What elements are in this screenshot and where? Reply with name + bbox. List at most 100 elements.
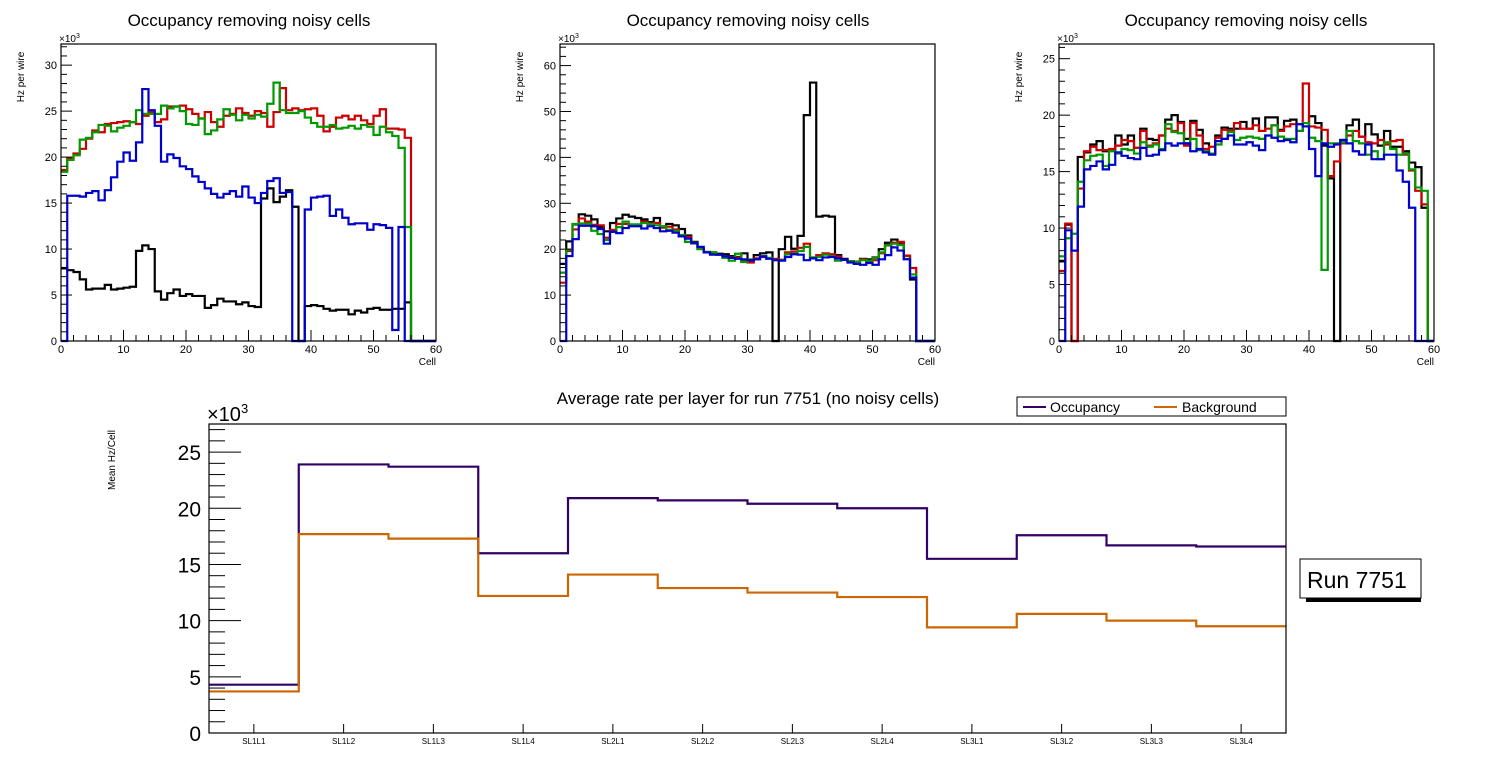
y-tick-label: 15 <box>178 554 201 577</box>
histogram-panel-2: Occupancy removing noisy cells Hz per wir… <box>515 11 941 368</box>
y-tick-label: 10 <box>178 611 201 634</box>
y-tick-label: 30 <box>45 60 57 72</box>
multiplier-exponent: 3 <box>1074 33 1078 40</box>
plot-frame <box>559 43 936 342</box>
histogram-series-layer-red <box>560 217 935 343</box>
y-tick-label: 40 <box>544 152 556 164</box>
histogram-series-layer-black <box>1059 114 1434 343</box>
y-tick-label: 25 <box>45 106 57 118</box>
x-tick-label: 30 <box>1240 344 1252 356</box>
legend-label-background: Background <box>1182 399 1257 415</box>
multiplier-base: ×10 <box>59 34 76 45</box>
chart-title: Occupancy removing noisy cells <box>128 11 371 30</box>
x-tick-label: 30 <box>741 344 753 356</box>
x-axis-title: Cell <box>918 357 935 368</box>
series-background <box>209 533 1286 693</box>
histogram-series-layer-black <box>61 187 436 343</box>
x-category-label: SL3L2 <box>1050 737 1074 746</box>
y-tick-label: 50 <box>544 106 556 118</box>
y-axis-title: Hz per wire <box>1014 51 1025 102</box>
histogram-panel-1: Occupancy removing noisy cells Hz per wir… <box>16 11 442 368</box>
y-multiplier-label: ×103 <box>207 401 248 426</box>
x-tick-label: 60 <box>430 344 442 356</box>
y-tick-label: 10 <box>45 244 57 256</box>
histogram-series-layer-blue <box>560 224 935 343</box>
y-multiplier-label: ×103 <box>558 33 579 45</box>
x-category-label: SL2L2 <box>691 737 715 746</box>
x-tick-label: 0 <box>58 344 64 356</box>
x-category-label: SL1L3 <box>422 737 446 746</box>
y-tick-label: 5 <box>189 667 201 690</box>
plot-frame <box>208 423 1287 734</box>
y-tick-label: 20 <box>178 498 201 521</box>
multiplier-exponent: 3 <box>76 33 80 40</box>
multiplier-base: ×10 <box>207 404 241 426</box>
run-box-frame <box>1299 558 1422 599</box>
series-occupancy <box>209 463 1286 686</box>
histogram-series-layer-red <box>1059 82 1434 343</box>
x-category-label: SL3L1 <box>960 737 984 746</box>
histogram-series-layer-green <box>560 220 935 343</box>
multiplier-exponent: 3 <box>241 401 248 416</box>
run-box-text: Run 7751 <box>1307 567 1407 593</box>
y-tick-label: 10 <box>544 290 556 302</box>
y-tick-label: 0 <box>1049 336 1055 348</box>
layer-rate-chart: Average rate per layer for run 7751 (no … <box>107 389 1422 746</box>
y-tick-label: 20 <box>544 244 556 256</box>
y-tick-label: 0 <box>550 336 556 348</box>
x-tick-label: 0 <box>557 344 563 356</box>
x-tick-label: 60 <box>929 344 941 356</box>
multiplier-exponent: 3 <box>575 33 579 40</box>
histogram-series-layer-blue <box>1059 123 1434 343</box>
y-tick-label: 20 <box>1043 110 1055 122</box>
y-multiplier-label: ×103 <box>1057 33 1078 45</box>
x-category-label: SL3L4 <box>1230 737 1254 746</box>
plot-frame <box>1058 43 1435 342</box>
x-tick-label: 40 <box>1303 344 1315 356</box>
x-tick-label: 50 <box>367 344 379 356</box>
y-tick-label: 0 <box>51 336 57 348</box>
y-tick-label: 30 <box>544 198 556 210</box>
y-tick-label: 20 <box>45 152 57 164</box>
y-axis-title: Mean Hz/Cell <box>107 430 118 490</box>
chart-title: Occupancy removing noisy cells <box>1125 11 1368 30</box>
x-tick-label: 0 <box>1056 344 1062 356</box>
x-tick-label: 40 <box>804 344 816 356</box>
y-tick-label: 0 <box>189 723 201 746</box>
x-tick-label: 20 <box>180 344 192 356</box>
y-tick-label: 15 <box>1043 167 1055 179</box>
multiplier-base: ×10 <box>1057 34 1074 45</box>
y-tick-label: 15 <box>45 198 57 210</box>
x-tick-label: 20 <box>1178 344 1190 356</box>
x-tick-label: 50 <box>1365 344 1377 356</box>
x-category-label: SL2L3 <box>781 737 805 746</box>
y-tick-label: 25 <box>178 442 201 465</box>
x-category-label: SL1L4 <box>512 737 536 746</box>
x-tick-label: 10 <box>117 344 129 356</box>
x-category-label: SL2L1 <box>601 737 625 746</box>
y-axis-title: Hz per wire <box>515 51 526 102</box>
x-tick-label: 30 <box>242 344 254 356</box>
y-multiplier-label: ×103 <box>59 33 80 45</box>
y-axis-title: Hz per wire <box>16 51 27 102</box>
x-tick-label: 60 <box>1428 344 1440 356</box>
histogram-series-layer-green <box>61 81 436 343</box>
x-axis-title: Cell <box>419 357 436 368</box>
chart-title: Occupancy removing noisy cells <box>627 11 870 30</box>
x-category-label: SL3L3 <box>1140 737 1164 746</box>
x-tick-label: 10 <box>616 344 628 356</box>
histogram-series-layer-red <box>61 87 436 343</box>
y-tick-label: 5 <box>51 290 57 302</box>
histogram-series-layer-blue <box>61 87 436 343</box>
histogram-panel-3: Occupancy removing noisy cells Hz per wir… <box>1014 11 1440 368</box>
y-tick-label: 60 <box>544 61 556 73</box>
x-tick-label: 50 <box>866 344 878 356</box>
x-category-label: SL1L1 <box>242 737 266 746</box>
histogram-series-layer-black <box>560 81 935 343</box>
y-tick-label: 25 <box>1043 54 1055 66</box>
legend: Occupancy Background <box>1016 396 1287 417</box>
x-axis-title: Cell <box>1417 357 1434 368</box>
run-label-box: Run 7751 <box>1299 558 1422 602</box>
x-tick-label: 20 <box>679 344 691 356</box>
